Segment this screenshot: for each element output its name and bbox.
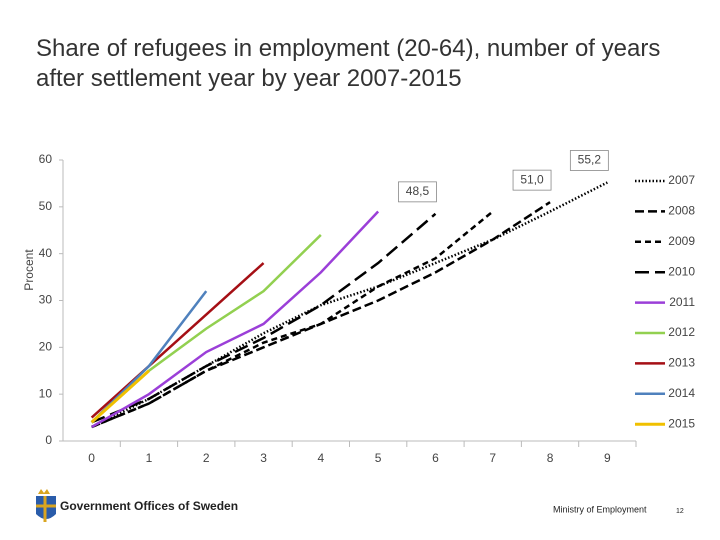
data-label: 48,5 <box>406 184 430 198</box>
series-line <box>91 212 437 424</box>
legend-label: 2014 <box>668 386 695 400</box>
page-number: 12 <box>676 508 684 515</box>
x-tick-label: 3 <box>260 451 267 465</box>
x-tick-label: 4 <box>318 451 325 465</box>
x-tick-label: 0 <box>88 451 95 465</box>
y-tick-label: 0 <box>45 433 52 447</box>
legend-label: 2015 <box>668 416 695 430</box>
x-tick-label: 9 <box>604 451 611 465</box>
y-axis-label: Procent <box>22 249 36 291</box>
x-tick-label: 1 <box>146 451 153 465</box>
data-label: 55,2 <box>578 153 602 167</box>
y-tick-label: 10 <box>39 386 53 400</box>
legend-label: 2007 <box>668 173 695 187</box>
series-line <box>90 234 322 424</box>
y-tick-label: 40 <box>39 246 53 260</box>
y-tick-label: 30 <box>39 293 53 307</box>
data-label-box <box>512 169 552 191</box>
y-tick-label: 60 <box>39 152 53 166</box>
data-label-box <box>398 181 437 203</box>
data-label: 51,0 <box>520 172 544 186</box>
y-tick-label: 50 <box>39 199 53 213</box>
series-line <box>91 210 494 429</box>
series-line <box>90 369 150 424</box>
x-tick-label: 2 <box>203 451 210 465</box>
legend-label: 2011 <box>669 295 695 309</box>
legend-label: 2010 <box>668 264 695 278</box>
series-line <box>91 181 608 429</box>
legend-label: 2013 <box>668 356 695 370</box>
legend-label: 2008 <box>668 204 695 218</box>
x-tick-label: 6 <box>432 451 439 465</box>
x-tick-label: 7 <box>489 451 496 465</box>
data-label-box <box>569 150 609 171</box>
ministry: Ministry of Employment <box>553 504 647 514</box>
chart-title: Share of refugees in employment (20-64),… <box>36 35 661 92</box>
logo <box>36 489 56 522</box>
organisation: Government Offices of Sweden <box>60 499 238 513</box>
y-tick-label: 20 <box>39 340 53 354</box>
x-tick-label: 8 <box>547 451 554 465</box>
legend-label: 2012 <box>668 325 695 339</box>
series-line <box>90 262 265 419</box>
legend-label: 2009 <box>668 234 695 248</box>
series-line <box>91 210 380 429</box>
x-tick-label: 5 <box>375 451 382 465</box>
